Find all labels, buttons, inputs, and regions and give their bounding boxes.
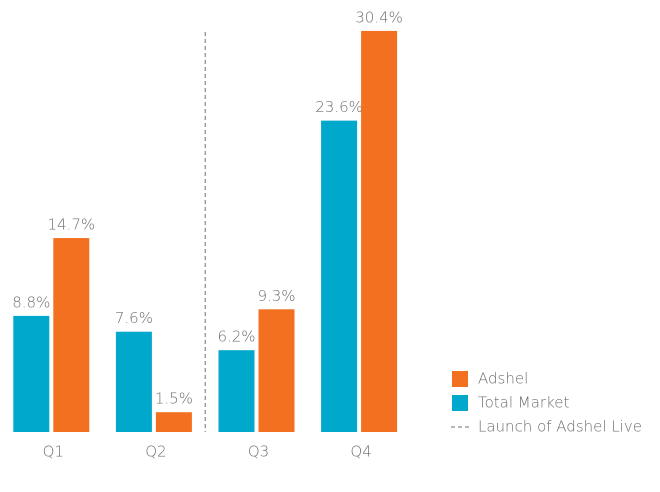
value-label: 8.8% bbox=[12, 293, 50, 311]
legend-swatch bbox=[452, 371, 468, 387]
legend-label: Adshel bbox=[478, 370, 528, 388]
value-label: 23.6% bbox=[315, 98, 363, 116]
bar bbox=[115, 331, 152, 432]
bar bbox=[361, 30, 398, 432]
x-tick-label: Q2 bbox=[145, 443, 166, 461]
value-label: 6.2% bbox=[217, 328, 255, 346]
legend-label: Launch of Adshel Live bbox=[478, 418, 642, 436]
x-tick-label: Q3 bbox=[248, 443, 269, 461]
bar bbox=[155, 412, 192, 432]
bar bbox=[53, 238, 90, 432]
value-label: 14.7% bbox=[47, 216, 95, 234]
bar bbox=[258, 309, 295, 432]
bar bbox=[13, 315, 50, 432]
value-label: 9.3% bbox=[257, 287, 295, 305]
legend-swatch bbox=[452, 395, 468, 411]
legend-label: Total Market bbox=[478, 394, 569, 412]
x-tick-label: Q4 bbox=[350, 443, 371, 461]
bar bbox=[218, 350, 255, 432]
x-tick-label: Q1 bbox=[43, 443, 64, 461]
value-label: 7.6% bbox=[115, 309, 153, 327]
value-label: 1.5% bbox=[155, 390, 193, 408]
value-label: 30.4% bbox=[355, 8, 403, 26]
bar bbox=[321, 120, 358, 432]
